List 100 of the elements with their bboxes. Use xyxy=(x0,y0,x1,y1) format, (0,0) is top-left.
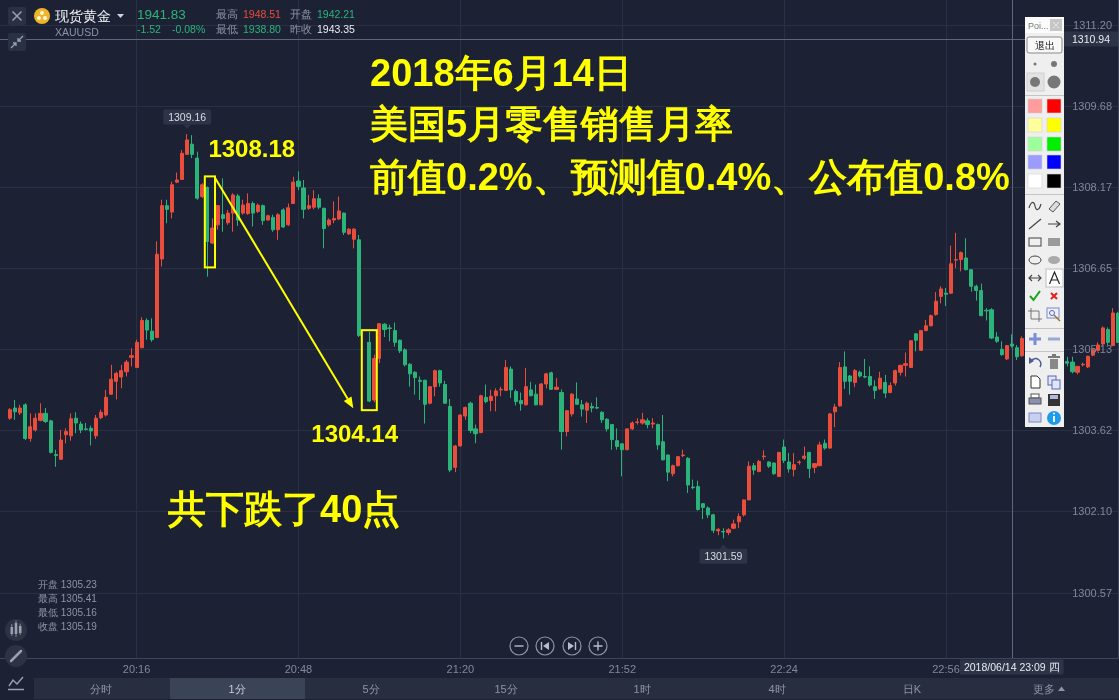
annotation: 美国5月零售销售月率 xyxy=(369,103,734,145)
candlestick xyxy=(322,207,326,249)
candlestick xyxy=(949,245,953,295)
candlestick xyxy=(792,452,796,477)
candlestick xyxy=(276,212,280,241)
text: 4时 xyxy=(768,683,786,695)
candlestick xyxy=(797,459,801,466)
y-tick-label: 1311.20 xyxy=(1073,19,1112,32)
y-tick-label: 1306.65 xyxy=(1072,262,1112,275)
candlestick xyxy=(165,199,169,224)
candlestick xyxy=(170,181,174,219)
annotation: 共下跌了40点 xyxy=(167,488,401,530)
x-tick-label: 20:16 xyxy=(122,662,151,675)
annotation: 昨收 xyxy=(290,23,312,35)
candlestick xyxy=(651,417,655,429)
candlestick xyxy=(281,207,285,229)
candlestick xyxy=(271,214,275,233)
candlestick xyxy=(782,439,786,464)
candlestick xyxy=(721,527,725,539)
annotation: 1304.14 xyxy=(311,419,399,447)
candlestick xyxy=(1010,333,1014,349)
candlestick xyxy=(883,374,887,399)
candlestick xyxy=(681,449,685,458)
candlestick xyxy=(823,439,827,451)
candlestick xyxy=(448,398,452,473)
candlestick xyxy=(54,449,58,468)
annotation: -1.52 xyxy=(137,23,162,35)
candlestick xyxy=(509,365,513,399)
candlestick xyxy=(585,401,589,424)
annotation: 开盘 1305.23 xyxy=(38,578,98,590)
candlestick xyxy=(726,527,731,536)
candlestick xyxy=(190,134,194,159)
candlestick xyxy=(59,429,63,461)
candlestick xyxy=(18,404,22,416)
annotation: -0.08% xyxy=(172,23,206,35)
candlestick xyxy=(878,371,882,391)
candlestick xyxy=(554,377,559,391)
candlestick xyxy=(301,179,306,219)
candlestick xyxy=(291,176,295,205)
annotation: 2018年6月14日 xyxy=(370,52,632,94)
candlestick xyxy=(716,527,720,536)
annotation: 现货黄金 xyxy=(55,8,111,24)
candlestick xyxy=(524,367,528,406)
text: 15分 xyxy=(494,683,518,695)
y-tick-label: 1303.62 xyxy=(1072,423,1112,436)
x-tick-label: 22:24 xyxy=(770,662,798,675)
candlestick xyxy=(342,212,346,236)
candlestick xyxy=(802,446,806,461)
candlestick xyxy=(8,407,12,421)
candlestick xyxy=(807,451,811,479)
candlestick xyxy=(1000,340,1004,357)
y-tick-label: 1309.68 xyxy=(1072,100,1112,113)
candlestick xyxy=(686,456,690,494)
candlestick xyxy=(438,369,442,388)
candlestick xyxy=(731,519,736,530)
candlestick xyxy=(357,234,361,338)
x-tick-label: 21:20 xyxy=(446,662,475,675)
candlestick xyxy=(757,459,761,473)
annotation: 收盘 1305.19 xyxy=(38,620,98,632)
x-tick-label: 21:52 xyxy=(608,662,636,675)
annotation: 最低 xyxy=(216,23,238,35)
text: 更多 xyxy=(1033,683,1055,695)
annotation: 1943.35 xyxy=(317,23,356,35)
text: 分时 xyxy=(90,683,112,695)
candlestick xyxy=(762,449,766,461)
annotation: 1948.51 xyxy=(243,8,282,20)
ref-line-label: 1310.94 xyxy=(1072,32,1111,45)
candlestick xyxy=(853,368,857,388)
x-tick-label: 22:56 xyxy=(932,662,960,675)
candlestick xyxy=(13,399,17,421)
text: 1时 xyxy=(633,683,651,695)
candlestick xyxy=(256,202,260,214)
candlestick xyxy=(251,200,255,227)
candlestick xyxy=(828,412,832,450)
annotation: XAUUSD xyxy=(55,26,100,38)
annotation: 前值0.2%、预测值0.4%、公布值0.8% xyxy=(370,156,1010,198)
annotation: 最低 1305.16 xyxy=(38,606,98,618)
candlestick xyxy=(1111,307,1115,347)
candlestick xyxy=(787,452,791,474)
candlestick xyxy=(261,204,265,226)
annotation: 最高 1305.41 xyxy=(38,592,98,604)
annotation: 1942.21 xyxy=(317,8,356,20)
candlestick xyxy=(489,389,493,412)
candlestick xyxy=(1020,335,1024,358)
annotation: 最高 xyxy=(216,8,238,20)
candlestick xyxy=(266,214,270,222)
candlestick xyxy=(443,380,447,405)
y-tick-label: 1300.57 xyxy=(1072,586,1112,599)
text: 日K xyxy=(902,683,922,695)
candlestick xyxy=(372,354,376,403)
candlestick xyxy=(934,291,938,317)
ref-line-label: 2018/06/14 23:09 四 xyxy=(963,661,1060,673)
candlestick xyxy=(317,193,321,210)
candlestick xyxy=(195,151,199,201)
y-tick-label: 1308.17 xyxy=(1072,180,1112,193)
candlestick xyxy=(777,451,781,478)
candlestick xyxy=(549,371,553,391)
candlestick xyxy=(645,417,650,429)
text: 1分 xyxy=(228,683,246,695)
candlestick xyxy=(1116,311,1119,344)
